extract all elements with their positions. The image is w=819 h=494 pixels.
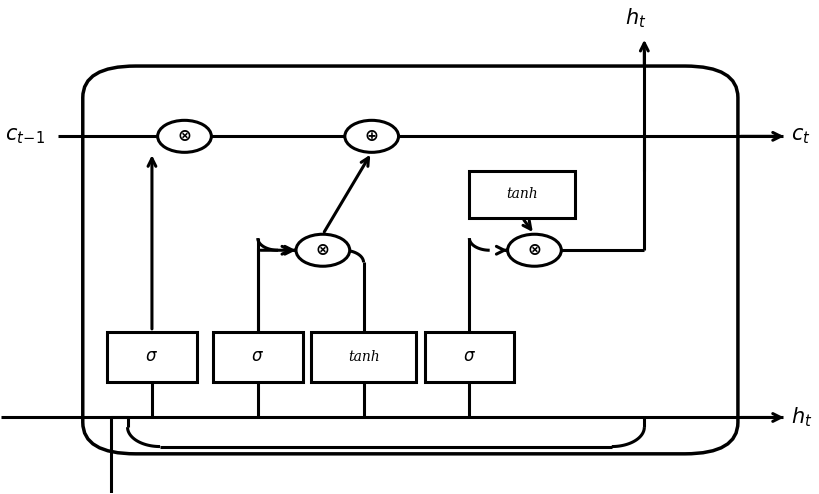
Circle shape	[345, 121, 399, 152]
Text: $h_t$: $h_t$	[791, 406, 812, 429]
Text: $c_{t\!-\!1}$: $c_{t\!-\!1}$	[6, 126, 46, 146]
Bar	[310, 331, 416, 382]
Text: tanh: tanh	[506, 188, 538, 202]
Circle shape	[157, 121, 211, 152]
Text: ⊗: ⊗	[316, 241, 330, 259]
Text: tanh: tanh	[348, 350, 379, 364]
Text: ⊕: ⊕	[364, 127, 378, 145]
Bar	[213, 331, 302, 382]
Text: ⊗: ⊗	[527, 241, 541, 259]
FancyBboxPatch shape	[83, 66, 738, 454]
Text: ⊗: ⊗	[178, 127, 192, 145]
Bar	[107, 331, 197, 382]
Text: $\sigma$: $\sigma$	[463, 348, 476, 366]
Bar	[469, 171, 575, 218]
Circle shape	[296, 234, 350, 266]
Bar	[424, 331, 514, 382]
Circle shape	[508, 234, 561, 266]
Text: $c_t$: $c_t$	[791, 126, 811, 146]
Text: $h_t$: $h_t$	[626, 6, 647, 30]
Text: $\sigma$: $\sigma$	[251, 348, 265, 366]
Text: $\sigma$: $\sigma$	[146, 348, 158, 366]
